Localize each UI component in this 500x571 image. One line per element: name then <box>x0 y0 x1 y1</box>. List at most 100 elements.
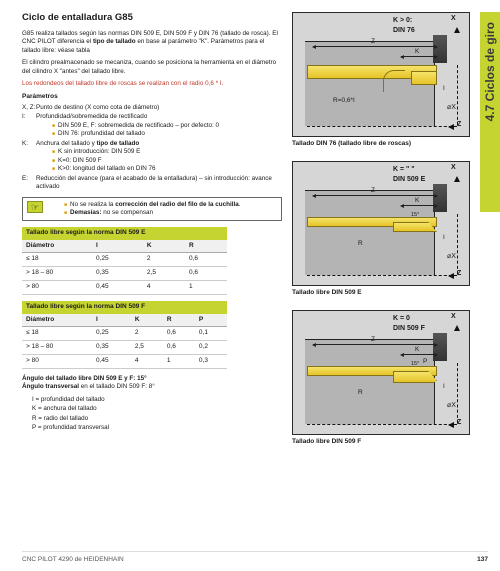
axis-x: X <box>451 164 456 171</box>
legend-k: K = anchura del tallado <box>32 405 282 414</box>
centerline <box>307 275 457 276</box>
footer-left: CNC PILOT 4290 de HEIDENHAIN <box>22 556 124 563</box>
dim-i-letter: I <box>443 234 445 241</box>
diagram-din509e: K = " " DIN 509 E X Z K 15° R I ⌀X Z <box>292 161 470 286</box>
diag2-label-1: K = " " <box>393 166 415 173</box>
dim-z-letter: Z <box>371 336 375 343</box>
diagram-din509f: K = 0 DIN 509 F X Z K P 15° R I ⌀X Z <box>292 310 470 435</box>
note-line-2: Demasías: no se compensan <box>48 209 240 217</box>
note-line-1: No se realiza la corrección del radio de… <box>48 201 240 209</box>
dim-k-letter: K <box>415 346 419 353</box>
legend-r: R = radio del tallado <box>32 415 282 424</box>
x-vline <box>457 214 458 274</box>
intro-para-1: G85 realiza tallados según las normas DI… <box>22 30 282 56</box>
centerline <box>307 424 457 425</box>
dim-k <box>401 56 437 57</box>
dim-z-letter: Z <box>371 187 375 194</box>
dim-z <box>313 195 437 196</box>
x-vline <box>457 363 458 423</box>
dim-z <box>313 46 437 47</box>
dia-x: ⌀X <box>447 401 456 409</box>
axis-x: X <box>451 15 456 22</box>
z-arrow-icon <box>448 124 454 130</box>
dim-i-letter: I <box>443 383 445 390</box>
dim-r-letter: R <box>358 240 363 247</box>
left-column: Ciclo de entalladura G85 G85 realiza tal… <box>22 12 282 445</box>
diag3-label-1: K = 0 <box>393 315 410 322</box>
table-row: > 18 – 800,352,50,60,2 <box>22 341 227 355</box>
intro-para-2: El cilindro prealmacenado se mecaniza, c… <box>22 59 282 76</box>
angle-line-2: Ángulo transversal en el tallado DIN 509… <box>22 383 282 392</box>
dia-x: ⌀X <box>447 252 456 260</box>
x-arrow-icon <box>454 176 460 182</box>
param-k-bullet-2: K=0: DIN 509 F <box>36 157 282 166</box>
undercut-shape <box>411 71 437 85</box>
dia-x: ⌀X <box>447 103 456 111</box>
x-arrow-icon <box>454 325 460 331</box>
param-i-bullet-1: DIN 509 E, F: sobremedida de rectificado… <box>36 122 282 131</box>
param-key-e: E: <box>22 175 36 192</box>
x-arrow-icon <box>454 27 460 33</box>
param-val-i: Profundidad/sobremedida de rectificado <box>36 113 282 122</box>
param-val-xz: Punto de destino (X como cota de diámetr… <box>36 104 282 113</box>
diagram-din76: K > 0: DIN 76 X Z K R=0,6*I I ⌀X Z <box>292 12 470 137</box>
table-f-caption: Tallado libre según la norma DIN 509 F <box>22 301 227 314</box>
table-din509f: Tallado libre según la norma DIN 509 F D… <box>22 301 227 369</box>
x-vline <box>457 65 458 125</box>
ang-label: 15° <box>411 212 419 218</box>
section-title: Ciclo de entalladura G85 <box>22 12 282 25</box>
page-number: 137 <box>477 556 488 563</box>
legend-p: P = profundidad transversal <box>32 424 282 433</box>
dim-i-letter: I <box>443 85 445 92</box>
table-row: ≤ 180,2520,6 <box>22 253 227 267</box>
dim-z <box>313 344 437 345</box>
axis-z: Z <box>457 419 461 426</box>
dim-p-letter: P <box>423 358 427 365</box>
radius-arc <box>383 70 405 92</box>
dim-z-letter: Z <box>371 38 375 45</box>
intro-para-3: Los redondeos del tallado libre de rosca… <box>22 80 282 89</box>
axis-z: Z <box>457 270 461 277</box>
param-key-i: I: <box>22 113 36 139</box>
z-arrow-icon <box>448 422 454 428</box>
intro-text-bold: tipo de tallado <box>93 38 136 45</box>
diag2-label-2: DIN 509 E <box>393 176 425 183</box>
dim-k-letter: K <box>415 48 419 55</box>
axis-x: X <box>451 313 456 320</box>
dim-k-letter: K <box>415 197 419 204</box>
diag1-label-1: K > 0: <box>393 17 412 24</box>
ang-label: 15° <box>411 361 419 367</box>
param-k-bullet-1: K sin introducción: DIN 509 E <box>36 148 282 157</box>
legend-i: I = profundidad del tallado <box>32 396 282 405</box>
table-row: > 800,4541 <box>22 280 227 294</box>
table-row: > 800,45410,3 <box>22 354 227 368</box>
th-k: K <box>131 314 163 327</box>
dim-k <box>401 205 437 206</box>
diag3-label-2: DIN 509 F <box>393 325 425 332</box>
table-din509e: Tallado libre según la norma DIN 509 E D… <box>22 227 227 295</box>
footer: CNC PILOT 4290 de HEIDENHAIN 137 <box>22 551 488 563</box>
th-r: R <box>163 314 195 327</box>
table-e-caption: Tallado libre según la norma DIN 509 E <box>22 227 227 240</box>
angle-line-1: Ángulo del tallado libre DIN 509 E y F: … <box>22 375 282 384</box>
param-k-bullet-3: K>0: longitud del tallado en DIN 76 <box>36 165 282 174</box>
param-val-k: Anchura del tallado y tipo de tallado <box>36 140 282 149</box>
th-i: I <box>92 314 131 327</box>
th-diametro: Diámetro <box>22 314 92 327</box>
dim-k <box>401 354 437 355</box>
th-p: P <box>195 314 227 327</box>
param-val-e: Reducción del avance (para el acabado de… <box>36 175 282 192</box>
diag2-caption: Tallado libre DIN 509 E <box>292 289 472 296</box>
right-column: K > 0: DIN 76 X Z K R=0,6*I I ⌀X Z <box>292 12 472 445</box>
z-arrow-icon <box>448 273 454 279</box>
note-icon: ☞ <box>27 201 43 213</box>
r-label: R=0,6*I <box>333 97 355 104</box>
dim-r-letter: R <box>358 389 363 396</box>
note-box: ☞ No se realiza la corrección del radio … <box>22 197 282 221</box>
param-i-bullet-2: DIN 76: profundidad del tallado <box>36 130 282 139</box>
diag3-caption: Tallado libre DIN 509 F <box>292 438 472 445</box>
axis-z: Z <box>457 121 461 128</box>
centerline <box>307 126 457 127</box>
th-k: K <box>143 240 185 253</box>
table-row: > 18 – 800,352,50,6 <box>22 267 227 281</box>
